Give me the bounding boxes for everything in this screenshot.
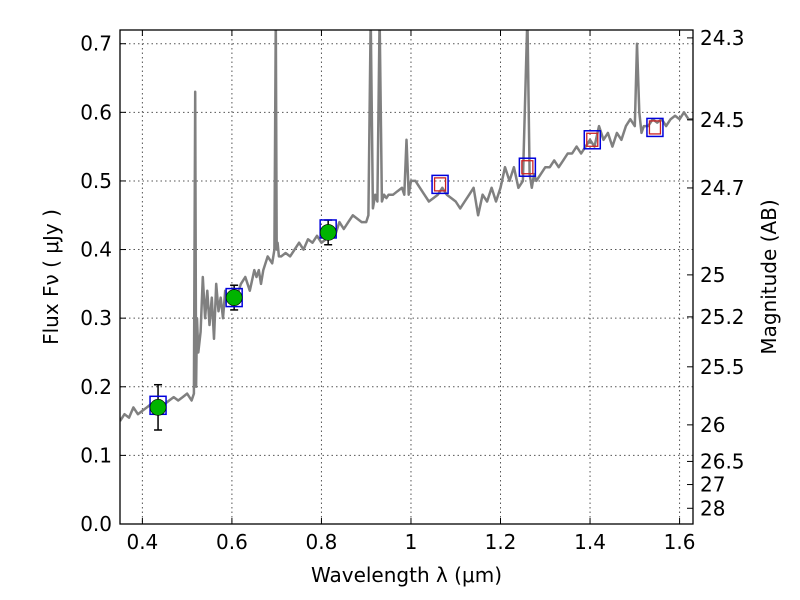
spectrum-series	[120, 30, 693, 422]
mag-tick-label: 26	[700, 413, 725, 437]
x-tick-label: 1.2	[485, 530, 517, 554]
y-tick-label: 0.6	[80, 100, 112, 124]
observed-point	[149, 399, 167, 416]
model-box	[431, 174, 449, 195]
x-tick-label: 0.4	[126, 530, 158, 554]
axis-ticks: 0.4 0.6 0.8 1 1.2 1.4 1.6 0.0 0.1 0.2 0.3 0.4 0.5 0.6…	[80, 26, 744, 554]
model-inner	[648, 120, 662, 135]
y-tick-label: 0.7	[80, 32, 112, 56]
x-tick-label: 1.6	[664, 530, 696, 554]
model-box	[583, 130, 602, 150]
model-inner	[586, 132, 599, 147]
y-tick-label: 0.2	[80, 375, 112, 399]
x-axis-label: Wavelength λ (μm)	[311, 563, 502, 587]
y-tick-label: 0.1	[80, 443, 112, 467]
mag-tick-label: 24.5	[700, 108, 745, 132]
spectrum-line	[120, 30, 693, 422]
mag-tick-label: 27	[700, 473, 725, 497]
observed-point	[319, 224, 337, 241]
mag-tick-label: 24.7	[700, 176, 745, 200]
y-tick-label: 0.4	[80, 238, 112, 262]
mag-tick-label: 25	[700, 263, 725, 287]
model-box	[646, 117, 664, 138]
x-tick-label: 1.4	[574, 530, 606, 554]
photometry-points	[149, 117, 664, 431]
x-tick-label: 0.6	[216, 530, 248, 554]
x-tick-label: 0.8	[306, 530, 338, 554]
y-tick-label: 0.0	[80, 512, 112, 536]
mag-tick-label: 28	[700, 496, 725, 520]
model-inner	[433, 177, 447, 192]
observed-point	[225, 289, 243, 306]
grid	[120, 30, 693, 525]
y-tick-label: 0.5	[80, 169, 112, 193]
y-tick-label: 0.3	[80, 306, 112, 330]
mag-tick-label: 26.5	[700, 449, 745, 473]
y-axis-label-right: Magnitude (AB)	[757, 199, 781, 354]
model-inner	[521, 160, 534, 175]
x-tick-label: 1	[405, 530, 418, 554]
plot-frame	[119, 29, 694, 525]
mag-tick-label: 24.3	[700, 26, 745, 50]
y-axis-label-left: Flux Fν ( μJy )	[39, 209, 63, 345]
mag-tick-label: 25.2	[700, 305, 745, 329]
model-box	[518, 157, 537, 177]
mag-tick-label: 25.5	[700, 355, 745, 379]
